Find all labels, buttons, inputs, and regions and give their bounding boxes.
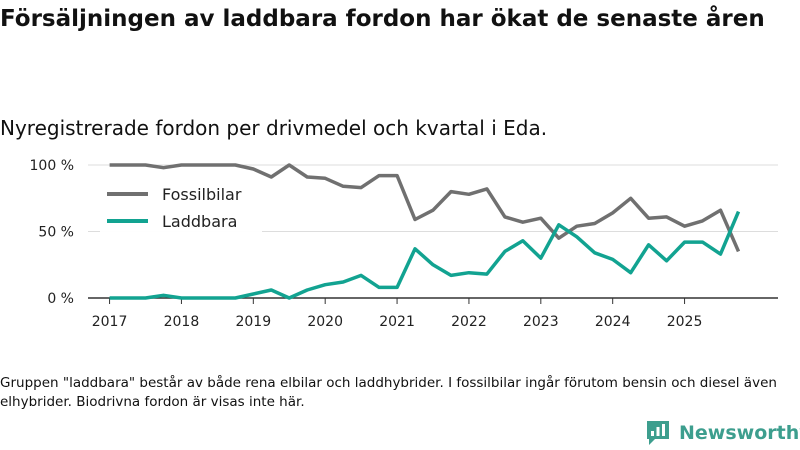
x-tick-label: 2024 [595,314,631,330]
x-tick-label: 2023 [523,314,559,330]
legend-background [100,180,262,236]
legend: Fossilbilar Laddbara [100,180,262,236]
y-tick-label: 0 % [47,291,74,307]
legend-label: Fossilbilar [162,185,242,204]
y-tick-label: 100 % [30,158,74,174]
brand-logo[interactable]: Newsworthy [645,419,800,447]
series-line-laddbara [109,210,741,300]
x-tick-label: 2021 [379,314,415,330]
x-tick-label: 2018 [164,314,200,330]
x-tick-label: 2022 [451,314,487,330]
x-tick-label: 2025 [667,314,703,330]
brand-name: Newsworthy [679,422,800,444]
newsworthy-logo-icon [647,421,669,445]
x-axis-ticks: 2017 2018 2019 2020 2021 2022 2023 2024 2025 [92,298,703,330]
x-tick-label: 2017 [92,314,128,330]
footnote: Gruppen "laddbara" består av både rena e… [0,375,777,410]
legend-label: Laddbara [162,212,237,231]
chart-subtitle: Nyregistrerade fordon per drivmedel och … [0,116,548,140]
x-tick-label: 2020 [307,314,343,330]
line-chart: 0 % 50 % 100 % 2017 2018 2019 2020 2021 2022 202… [30,158,778,330]
y-tick-label: 50 % [38,225,74,241]
chart-title: Försäljningen av laddbara fordon har öka… [0,6,765,32]
y-axis-ticks: 0 % 50 % 100 % [30,158,74,307]
x-tick-label: 2019 [235,314,271,330]
series-lines [109,163,741,300]
series-line-fossilbilar [109,163,741,253]
